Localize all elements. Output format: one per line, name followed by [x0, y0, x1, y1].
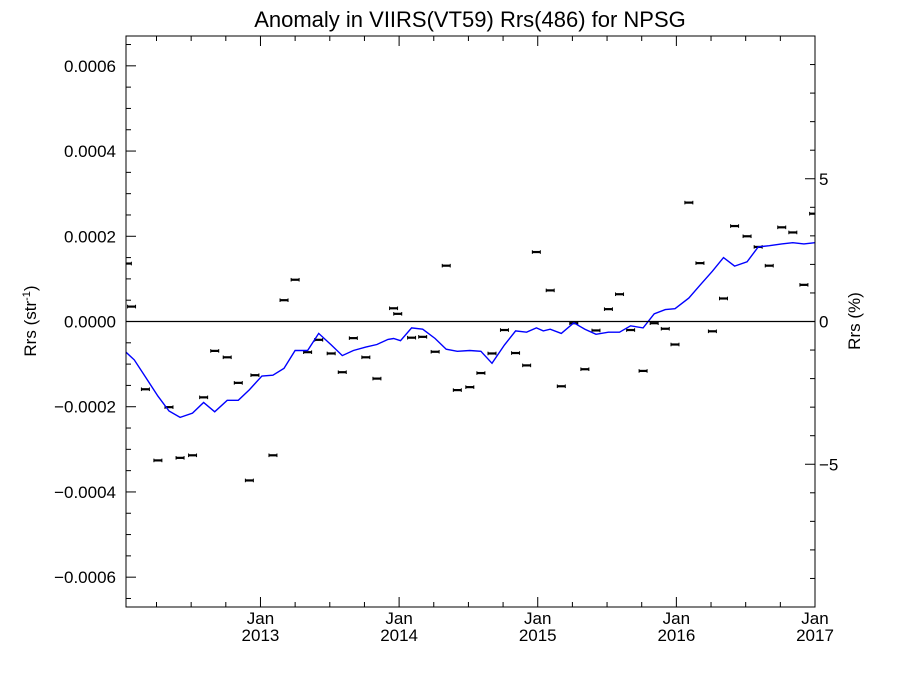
- y2-tick-label: 5: [819, 170, 828, 189]
- anomaly-point: [742, 234, 752, 239]
- anomaly-point: [407, 335, 417, 340]
- anomaly-point: [441, 263, 451, 268]
- anomaly-point: [788, 230, 798, 235]
- anomaly-point: [695, 261, 705, 265]
- y-tick-label: 0.0000: [64, 313, 116, 332]
- anomaly-point: [153, 458, 163, 463]
- x-tick-label-year: 2017: [796, 626, 834, 645]
- y-tick-label: −0.0006: [54, 568, 116, 587]
- anomaly-point: [393, 312, 403, 316]
- anomaly-point: [777, 225, 787, 230]
- anomaly-point: [626, 328, 636, 332]
- anomaly-point: [476, 371, 486, 375]
- running-mean-line: [126, 241, 815, 419]
- x-tick-label-year: 2014: [380, 626, 418, 645]
- anomaly-point: [487, 351, 497, 356]
- x-tick-label-month: Jan: [385, 609, 412, 628]
- anomaly-point: [372, 376, 382, 381]
- anomaly-point: [603, 307, 613, 311]
- chart-title: Anomaly in VIIRS(VT59) Rrs(486) for NPSG: [254, 7, 686, 32]
- anomaly-point: [580, 367, 590, 372]
- anomaly-point: [233, 381, 243, 385]
- anomaly-point: [250, 373, 260, 377]
- y-tick-label: −0.0002: [54, 398, 116, 417]
- anomaly-point: [127, 304, 137, 309]
- anomaly-point: [719, 296, 729, 301]
- x-tick-label-year: 2015: [519, 626, 557, 645]
- plot-frame: [125, 35, 816, 608]
- y-tick-label: 0.0006: [64, 57, 116, 76]
- y-axis-label-base: Rrs (str: [21, 301, 40, 357]
- anomaly-point: [210, 349, 220, 353]
- anomaly-point: [452, 388, 462, 392]
- y-tick-label: 0.0002: [64, 227, 116, 246]
- anomaly-point: [730, 224, 740, 228]
- anomaly-point: [244, 478, 254, 483]
- anomaly-point: [188, 453, 198, 458]
- anomaly-point: [556, 384, 566, 389]
- anomaly-point: [126, 261, 132, 266]
- anomaly-point: [615, 292, 625, 297]
- x-tick-label-month: Jan: [801, 609, 828, 628]
- anomaly-point: [279, 298, 289, 302]
- anomaly-point: [140, 387, 150, 392]
- anomaly-point: [531, 250, 541, 254]
- y-axis-label: Rrs (str-1): [21, 285, 40, 356]
- y2-tick-label: −5: [819, 455, 838, 474]
- anomaly-point: [638, 369, 648, 373]
- anomaly-point: [175, 456, 185, 460]
- x-tick-label-month: Jan: [663, 609, 690, 628]
- tick-labels: 0.0006 0.0004 0.0002 0.0000 −0.0002 −0.0004 −0…: [54, 57, 838, 645]
- anomaly-point: [511, 351, 521, 355]
- anomaly-point: [389, 306, 399, 311]
- y-axis-label-sup: -1: [21, 291, 33, 301]
- y2-axis-label: Rrs (%): [845, 292, 864, 350]
- x-tick-label-month: Jan: [247, 609, 274, 628]
- anomaly-point: [290, 277, 300, 282]
- anomaly-point: [660, 326, 670, 331]
- anomaly-point: [348, 336, 358, 340]
- anomaly-point: [337, 370, 347, 375]
- y-tick-label: −0.0004: [54, 483, 116, 502]
- plot-area: [126, 200, 815, 483]
- y2-tick-label: 0: [819, 313, 828, 332]
- anomaly-point: [684, 200, 694, 205]
- anomaly-point: [268, 453, 278, 458]
- anomaly-point: [499, 328, 509, 332]
- anomaly-point: [522, 363, 532, 368]
- anomaly-point: [670, 342, 680, 347]
- anomaly-point: [799, 283, 809, 287]
- anomaly-point: [326, 351, 336, 356]
- anomaly-point: [222, 355, 232, 360]
- anomaly-point: [199, 395, 209, 400]
- anomaly-point: [465, 385, 475, 389]
- x-tick-label-year: 2016: [657, 626, 695, 645]
- x-tick-label-year: 2013: [242, 626, 280, 645]
- anomaly-point: [545, 288, 555, 293]
- y-axis-label-tail: ): [21, 285, 40, 291]
- anomaly-point: [764, 263, 774, 268]
- anomaly-point: [707, 329, 717, 334]
- anomaly-point: [430, 349, 440, 354]
- anomaly-point: [591, 328, 601, 333]
- anomaly-point: [361, 355, 371, 360]
- anomaly-point: [809, 211, 815, 216]
- y-tick-label: 0.0004: [64, 142, 116, 161]
- x-tick-label-month: Jan: [524, 609, 551, 628]
- anomaly-point: [418, 335, 428, 339]
